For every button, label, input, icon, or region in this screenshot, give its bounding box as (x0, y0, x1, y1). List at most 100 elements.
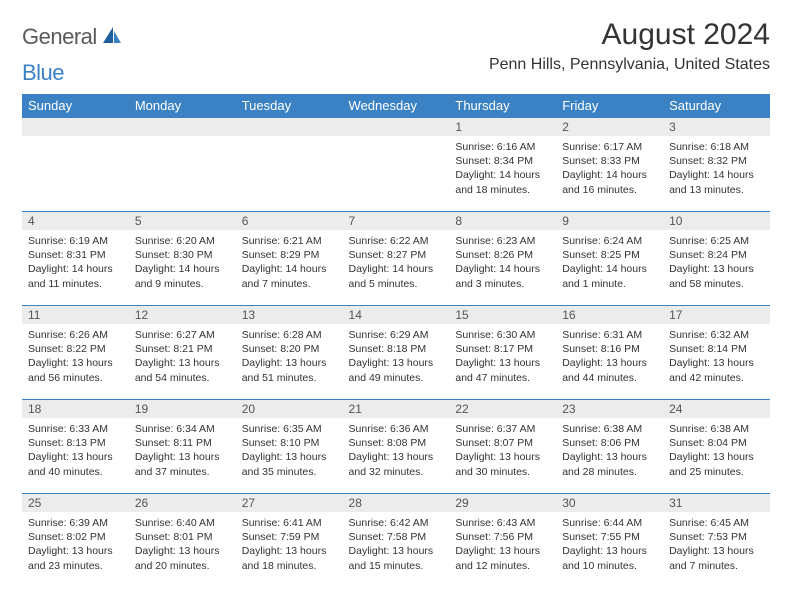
calendar-week-row: 11Sunrise: 6:26 AMSunset: 8:22 PMDayligh… (22, 306, 770, 400)
day-number: 26 (129, 494, 236, 512)
calendar-cell: 31Sunrise: 6:45 AMSunset: 7:53 PMDayligh… (663, 494, 770, 588)
day-number: 12 (129, 306, 236, 324)
day-number: 23 (556, 400, 663, 418)
day-number: 29 (449, 494, 556, 512)
day-number: 16 (556, 306, 663, 324)
weekday-header: Sunday (22, 94, 129, 118)
day-details: Sunrise: 6:40 AMSunset: 8:01 PMDaylight:… (129, 512, 236, 573)
day-number: 8 (449, 212, 556, 230)
calendar-cell (236, 118, 343, 212)
day-details: Sunrise: 6:42 AMSunset: 7:58 PMDaylight:… (343, 512, 450, 573)
day-number: 17 (663, 306, 770, 324)
weekday-header: Saturday (663, 94, 770, 118)
day-number: 18 (22, 400, 129, 418)
calendar-cell (343, 118, 450, 212)
title-block: August 2024 Penn Hills, Pennsylvania, Un… (489, 18, 770, 74)
day-number: 5 (129, 212, 236, 230)
calendar-cell: 5Sunrise: 6:20 AMSunset: 8:30 PMDaylight… (129, 212, 236, 306)
day-details: Sunrise: 6:27 AMSunset: 8:21 PMDaylight:… (129, 324, 236, 385)
calendar-cell: 23Sunrise: 6:38 AMSunset: 8:06 PMDayligh… (556, 400, 663, 494)
calendar-cell: 30Sunrise: 6:44 AMSunset: 7:55 PMDayligh… (556, 494, 663, 588)
day-number: 31 (663, 494, 770, 512)
day-number: 20 (236, 400, 343, 418)
day-details: Sunrise: 6:30 AMSunset: 8:17 PMDaylight:… (449, 324, 556, 385)
day-details: Sunrise: 6:33 AMSunset: 8:13 PMDaylight:… (22, 418, 129, 479)
calendar-cell: 24Sunrise: 6:38 AMSunset: 8:04 PMDayligh… (663, 400, 770, 494)
location: Penn Hills, Pennsylvania, United States (489, 56, 770, 74)
day-details: Sunrise: 6:38 AMSunset: 8:04 PMDaylight:… (663, 418, 770, 479)
day-details: Sunrise: 6:39 AMSunset: 8:02 PMDaylight:… (22, 512, 129, 573)
calendar-cell: 2Sunrise: 6:17 AMSunset: 8:33 PMDaylight… (556, 118, 663, 212)
calendar-cell: 26Sunrise: 6:40 AMSunset: 8:01 PMDayligh… (129, 494, 236, 588)
day-details: Sunrise: 6:17 AMSunset: 8:33 PMDaylight:… (556, 136, 663, 197)
day-details: Sunrise: 6:45 AMSunset: 7:53 PMDaylight:… (663, 512, 770, 573)
calendar-cell: 27Sunrise: 6:41 AMSunset: 7:59 PMDayligh… (236, 494, 343, 588)
logo-text-general: General (22, 24, 97, 50)
logo-sail-icon (101, 25, 123, 50)
day-number: 28 (343, 494, 450, 512)
logo-text-blue: Blue (22, 60, 64, 86)
day-details: Sunrise: 6:19 AMSunset: 8:31 PMDaylight:… (22, 230, 129, 291)
calendar-cell: 11Sunrise: 6:26 AMSunset: 8:22 PMDayligh… (22, 306, 129, 400)
day-number: 15 (449, 306, 556, 324)
month-title: August 2024 (489, 18, 770, 52)
day-number: 19 (129, 400, 236, 418)
calendar-cell: 4Sunrise: 6:19 AMSunset: 8:31 PMDaylight… (22, 212, 129, 306)
day-number: 11 (22, 306, 129, 324)
calendar-cell: 10Sunrise: 6:25 AMSunset: 8:24 PMDayligh… (663, 212, 770, 306)
day-details: Sunrise: 6:18 AMSunset: 8:32 PMDaylight:… (663, 136, 770, 197)
day-details: Sunrise: 6:35 AMSunset: 8:10 PMDaylight:… (236, 418, 343, 479)
weekday-header: Friday (556, 94, 663, 118)
day-number: 22 (449, 400, 556, 418)
calendar-cell: 21Sunrise: 6:36 AMSunset: 8:08 PMDayligh… (343, 400, 450, 494)
calendar-cell: 22Sunrise: 6:37 AMSunset: 8:07 PMDayligh… (449, 400, 556, 494)
weekday-header: Thursday (449, 94, 556, 118)
calendar-cell: 12Sunrise: 6:27 AMSunset: 8:21 PMDayligh… (129, 306, 236, 400)
calendar-cell: 18Sunrise: 6:33 AMSunset: 8:13 PMDayligh… (22, 400, 129, 494)
day-number: 27 (236, 494, 343, 512)
day-details: Sunrise: 6:32 AMSunset: 8:14 PMDaylight:… (663, 324, 770, 385)
day-details: Sunrise: 6:22 AMSunset: 8:27 PMDaylight:… (343, 230, 450, 291)
day-details: Sunrise: 6:24 AMSunset: 8:25 PMDaylight:… (556, 230, 663, 291)
calendar-cell (22, 118, 129, 212)
calendar-cell: 15Sunrise: 6:30 AMSunset: 8:17 PMDayligh… (449, 306, 556, 400)
day-number: 3 (663, 118, 770, 136)
empty-day-bar (22, 118, 129, 136)
day-details: Sunrise: 6:16 AMSunset: 8:34 PMDaylight:… (449, 136, 556, 197)
weekday-header-row: SundayMondayTuesdayWednesdayThursdayFrid… (22, 94, 770, 118)
calendar-week-row: 18Sunrise: 6:33 AMSunset: 8:13 PMDayligh… (22, 400, 770, 494)
day-number: 6 (236, 212, 343, 230)
calendar-week-row: 1Sunrise: 6:16 AMSunset: 8:34 PMDaylight… (22, 118, 770, 212)
calendar-cell: 9Sunrise: 6:24 AMSunset: 8:25 PMDaylight… (556, 212, 663, 306)
day-details: Sunrise: 6:41 AMSunset: 7:59 PMDaylight:… (236, 512, 343, 573)
weekday-header: Wednesday (343, 94, 450, 118)
logo: General (22, 24, 125, 50)
day-number: 2 (556, 118, 663, 136)
calendar-cell: 3Sunrise: 6:18 AMSunset: 8:32 PMDaylight… (663, 118, 770, 212)
calendar-cell: 1Sunrise: 6:16 AMSunset: 8:34 PMDaylight… (449, 118, 556, 212)
day-number: 13 (236, 306, 343, 324)
day-number: 21 (343, 400, 450, 418)
day-details: Sunrise: 6:23 AMSunset: 8:26 PMDaylight:… (449, 230, 556, 291)
day-number: 4 (22, 212, 129, 230)
day-number: 25 (22, 494, 129, 512)
day-details: Sunrise: 6:21 AMSunset: 8:29 PMDaylight:… (236, 230, 343, 291)
calendar-week-row: 4Sunrise: 6:19 AMSunset: 8:31 PMDaylight… (22, 212, 770, 306)
day-details: Sunrise: 6:36 AMSunset: 8:08 PMDaylight:… (343, 418, 450, 479)
empty-day-bar (343, 118, 450, 136)
day-details: Sunrise: 6:26 AMSunset: 8:22 PMDaylight:… (22, 324, 129, 385)
calendar-cell: 20Sunrise: 6:35 AMSunset: 8:10 PMDayligh… (236, 400, 343, 494)
day-number: 24 (663, 400, 770, 418)
calendar-cell: 7Sunrise: 6:22 AMSunset: 8:27 PMDaylight… (343, 212, 450, 306)
calendar-week-row: 25Sunrise: 6:39 AMSunset: 8:02 PMDayligh… (22, 494, 770, 588)
day-details: Sunrise: 6:29 AMSunset: 8:18 PMDaylight:… (343, 324, 450, 385)
calendar-cell: 8Sunrise: 6:23 AMSunset: 8:26 PMDaylight… (449, 212, 556, 306)
day-details: Sunrise: 6:38 AMSunset: 8:06 PMDaylight:… (556, 418, 663, 479)
day-number: 7 (343, 212, 450, 230)
day-details: Sunrise: 6:37 AMSunset: 8:07 PMDaylight:… (449, 418, 556, 479)
calendar-cell: 17Sunrise: 6:32 AMSunset: 8:14 PMDayligh… (663, 306, 770, 400)
calendar-cell: 13Sunrise: 6:28 AMSunset: 8:20 PMDayligh… (236, 306, 343, 400)
weekday-header: Tuesday (236, 94, 343, 118)
weekday-header: Monday (129, 94, 236, 118)
day-number: 9 (556, 212, 663, 230)
